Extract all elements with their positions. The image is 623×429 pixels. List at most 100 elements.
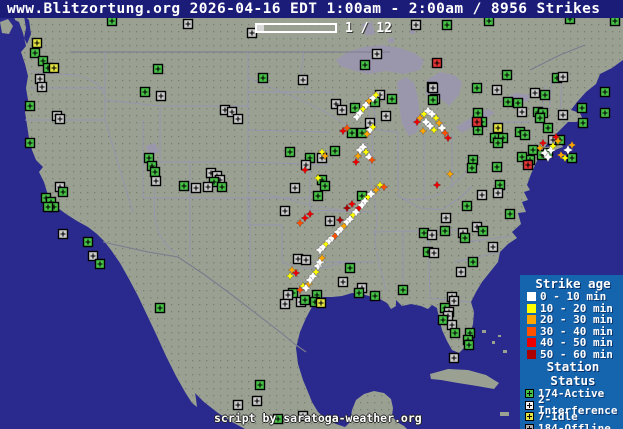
- strike-age-swatch: [527, 292, 536, 302]
- station-marker: [279, 205, 291, 217]
- strike-marker: [335, 215, 345, 225]
- station-marker: [542, 122, 554, 134]
- strike-marker: [560, 153, 570, 163]
- station-marker: [319, 180, 331, 192]
- station-status-icon: [525, 412, 534, 422]
- strike-marker: [364, 96, 374, 106]
- station-marker: [94, 258, 106, 270]
- animation-progress-bar: [255, 23, 337, 33]
- strike-marker: [535, 143, 545, 153]
- strike-marker: [313, 173, 323, 183]
- strikes-layer: [285, 90, 577, 295]
- station-marker: [471, 116, 483, 128]
- station-marker: [427, 82, 439, 94]
- strike-marker: [422, 105, 434, 117]
- station-marker: [246, 27, 258, 39]
- station-marker: [178, 180, 190, 192]
- station-marker: [24, 137, 36, 149]
- strike-marker: [347, 199, 357, 209]
- puget-sound: [24, 16, 31, 44]
- station-marker: [289, 182, 301, 194]
- station-marker: [440, 212, 452, 224]
- strike-marker: [317, 253, 327, 263]
- station-marker: [190, 182, 202, 194]
- progress-fill: [257, 25, 264, 31]
- strike-marker: [338, 126, 348, 136]
- strike-marker: [556, 150, 566, 160]
- strike-marker: [367, 155, 377, 165]
- station-marker: [492, 187, 504, 199]
- strike-age-swatch: [527, 303, 536, 313]
- stations-layer: [24, 13, 621, 425]
- strike-marker: [342, 203, 352, 213]
- station-marker: [337, 276, 349, 288]
- station-marker: [29, 47, 41, 59]
- strike-marker: [375, 180, 385, 190]
- station-marker: [516, 106, 528, 118]
- station-marker: [380, 110, 392, 122]
- station-marker: [232, 399, 244, 411]
- station-marker: [437, 314, 449, 326]
- strike-marker: [412, 117, 422, 127]
- strike-marker: [538, 138, 548, 148]
- strike-marker: [542, 151, 554, 163]
- station-marker: [284, 146, 296, 158]
- station-status-icon: [525, 389, 534, 399]
- station-marker: [24, 100, 36, 112]
- station-marker: [152, 63, 164, 75]
- station-marker: [251, 395, 263, 407]
- station-marker: [386, 93, 398, 105]
- strike-marker: [426, 108, 438, 120]
- station-marker: [353, 287, 365, 299]
- station-marker: [599, 107, 611, 119]
- station-marker: [254, 379, 266, 391]
- strike-marker: [295, 285, 305, 295]
- station-marker: [459, 232, 471, 244]
- station-marker: [359, 59, 371, 71]
- strike-marker: [291, 268, 301, 278]
- station-status-title: Station Status: [546, 359, 600, 388]
- station-marker: [31, 37, 43, 49]
- legend-station-row: 174-Active: [523, 388, 623, 400]
- strike-marker: [342, 123, 352, 133]
- station-marker: [371, 48, 383, 60]
- station-marker: [516, 151, 528, 163]
- station-marker: [257, 72, 269, 84]
- station-marker: [426, 229, 438, 241]
- legend-strike-row: 30 - 40 min: [523, 326, 623, 338]
- strike-marker: [371, 90, 381, 100]
- station-marker: [300, 254, 312, 266]
- legend-station-row: 2-Interference: [523, 394, 623, 416]
- station-marker: [297, 410, 309, 422]
- station-marker: [427, 94, 439, 106]
- strike-marker: [300, 213, 310, 223]
- station-marker: [315, 297, 327, 309]
- strike-age-swatch: [527, 338, 536, 348]
- station-marker: [431, 57, 443, 69]
- station-marker: [299, 294, 311, 306]
- station-marker: [397, 284, 409, 296]
- station-marker: [155, 90, 167, 102]
- strike-marker: [553, 136, 563, 146]
- great-lakes: [146, 22, 530, 157]
- station-marker: [36, 81, 48, 93]
- station-marker: [492, 122, 504, 134]
- station-marker: [410, 19, 422, 31]
- title-text: www.Blitzortung.org 2026-04-16 EDT 1:00a…: [7, 1, 601, 17]
- station-marker: [491, 84, 503, 96]
- strike-marker: [368, 122, 378, 132]
- station-marker: [455, 266, 467, 278]
- station-marker: [48, 62, 60, 74]
- station-marker: [448, 352, 460, 364]
- station-marker: [57, 186, 69, 198]
- legend-panel: Strike age 0 - 10 min 10 - 20 min 20 - 30 …: [520, 275, 623, 429]
- strike-marker: [365, 188, 377, 200]
- state-borders: [25, 51, 563, 303]
- national-borders: [70, 44, 586, 353]
- legend-strike-row: 50 - 60 min: [523, 349, 623, 361]
- station-marker: [324, 215, 336, 227]
- station-marker: [576, 102, 588, 114]
- station-marker: [522, 159, 534, 171]
- strike-marker: [351, 157, 361, 167]
- station-marker: [527, 144, 539, 156]
